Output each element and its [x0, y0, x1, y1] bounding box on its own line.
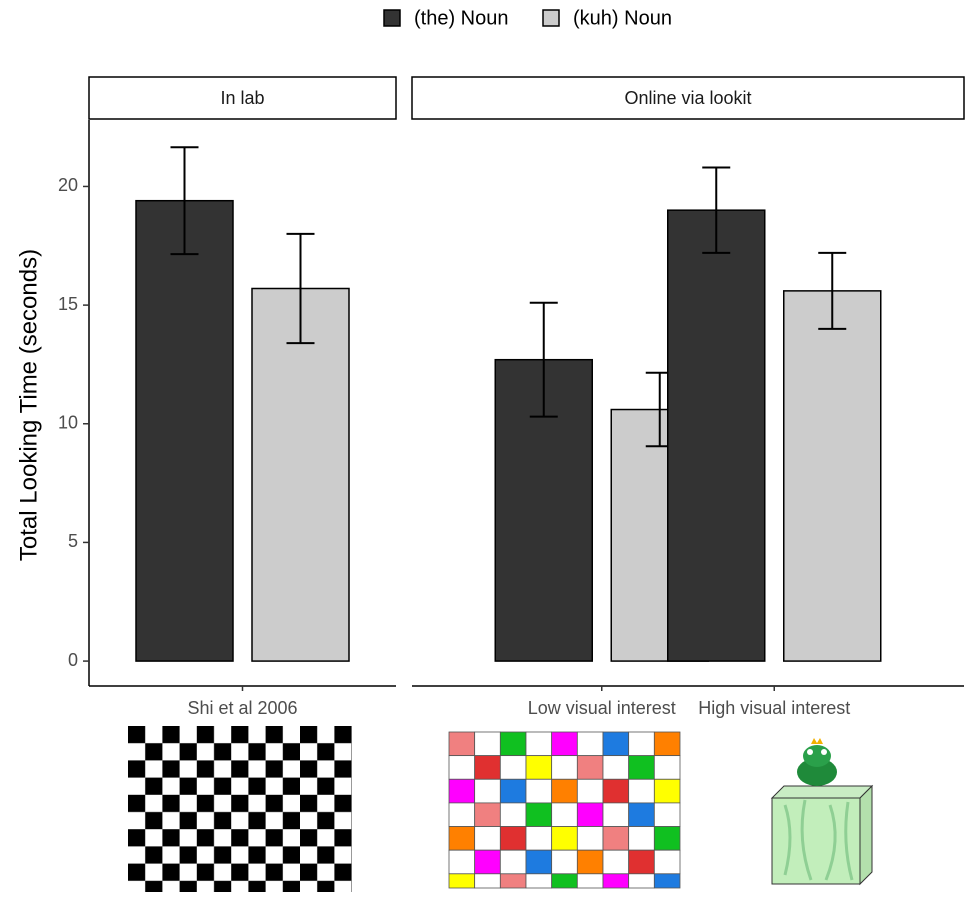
grid-cell — [654, 779, 680, 803]
legend-swatch — [543, 10, 559, 26]
grid-cell — [603, 756, 629, 780]
grid-cell — [654, 850, 680, 874]
grid-cell — [629, 827, 655, 851]
grid-cell — [449, 779, 475, 803]
grid-cell — [603, 827, 629, 851]
grid-cell — [654, 827, 680, 851]
grid-cell — [577, 827, 603, 851]
grid-cell — [449, 850, 475, 874]
grid-cell — [526, 827, 552, 851]
frog-cube-stimulus — [772, 738, 872, 884]
grid-cell — [577, 874, 603, 888]
grid-cell — [475, 779, 501, 803]
grid-cell — [629, 874, 655, 888]
grid-cell — [500, 874, 526, 888]
legend-label: (the) Noun — [414, 7, 509, 29]
grid-cell — [654, 732, 680, 756]
y-axis-label: Total Looking Time (seconds) — [15, 249, 42, 561]
y-tick-label: 5 — [68, 531, 78, 551]
grid-cell — [500, 732, 526, 756]
grid-cell — [500, 779, 526, 803]
grid-cell — [526, 756, 552, 780]
bar — [784, 291, 881, 661]
grid-cell — [552, 827, 578, 851]
y-tick-label: 0 — [68, 650, 78, 670]
grid-cell — [500, 803, 526, 827]
grid-cell — [475, 874, 501, 888]
facet-title: In lab — [220, 88, 264, 108]
grid-cell — [577, 803, 603, 827]
grid-cell — [475, 827, 501, 851]
grid-cell — [577, 732, 603, 756]
grid-cell — [603, 803, 629, 827]
grid-cell — [552, 756, 578, 780]
grid-cell — [449, 732, 475, 756]
grid-cell — [577, 756, 603, 780]
bar — [668, 210, 765, 661]
grid-cell — [449, 803, 475, 827]
grid-cell — [526, 850, 552, 874]
grid-cell — [449, 756, 475, 780]
grid-cell — [526, 874, 552, 888]
grid-cell — [552, 874, 578, 888]
bar — [252, 288, 349, 661]
grid-cell — [552, 779, 578, 803]
grid-cell — [629, 803, 655, 827]
grid-cell — [475, 756, 501, 780]
grid-cell — [629, 732, 655, 756]
grid-cell — [654, 756, 680, 780]
grid-cell — [475, 850, 501, 874]
grid-cell — [654, 803, 680, 827]
grid-cell — [629, 779, 655, 803]
legend-label: (kuh) Noun — [573, 7, 672, 29]
grid-cell — [603, 732, 629, 756]
grid-cell — [475, 803, 501, 827]
chart: Total Looking Time (seconds) (the) Noun (… — [0, 0, 965, 892]
grid-cell — [500, 850, 526, 874]
grid-cell — [449, 827, 475, 851]
grid-cell — [577, 850, 603, 874]
grid-cell — [526, 732, 552, 756]
grid-cell — [449, 874, 475, 888]
legend-swatch — [384, 10, 400, 26]
grid-cell — [552, 732, 578, 756]
x-tick-label: Low visual interest — [528, 698, 676, 718]
grid-cell — [552, 850, 578, 874]
grid-cell — [526, 779, 552, 803]
grid-cell — [552, 803, 578, 827]
grid-cell — [526, 803, 552, 827]
grid-cell — [500, 756, 526, 780]
grid-cell — [603, 850, 629, 874]
checkerboard-stimulus — [128, 726, 352, 892]
y-tick-label: 15 — [58, 294, 78, 314]
grid-cell — [577, 779, 603, 803]
grid-cell — [629, 850, 655, 874]
x-tick-label: High visual interest — [698, 698, 850, 718]
facet-title: Online via lookit — [624, 88, 751, 108]
grid-cell — [500, 827, 526, 851]
color-grid-stimulus — [449, 732, 680, 888]
grid-cell — [629, 756, 655, 780]
grid-cell — [603, 779, 629, 803]
x-tick-label: Shi et al 2006 — [187, 698, 297, 718]
grid-cell — [603, 874, 629, 888]
bar — [136, 201, 233, 661]
grid-cell — [654, 874, 680, 888]
y-tick-label: 10 — [58, 413, 78, 433]
grid-cell — [475, 732, 501, 756]
y-tick-label: 20 — [58, 175, 78, 195]
